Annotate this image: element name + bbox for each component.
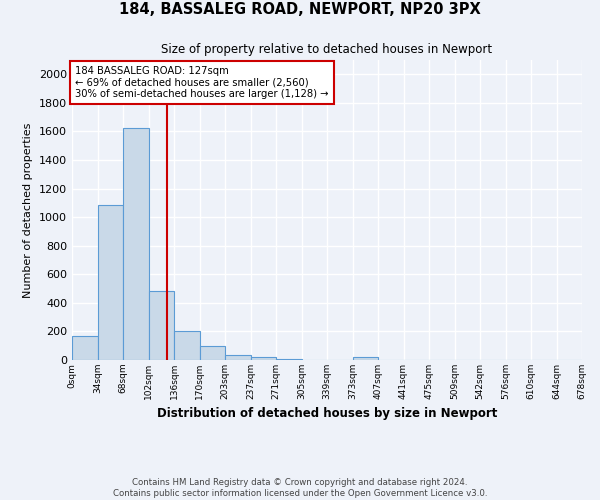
Bar: [353, 357, 378, 360]
Bar: [225, 354, 251, 360]
Title: Size of property relative to detached houses in Newport: Size of property relative to detached ho…: [161, 43, 493, 56]
Bar: [174, 332, 199, 360]
Y-axis label: Number of detached properties: Number of detached properties: [23, 122, 34, 298]
Bar: [72, 336, 97, 360]
Bar: [276, 358, 302, 360]
Text: 184 BASSALEG ROAD: 127sqm
← 69% of detached houses are smaller (2,560)
30% of se: 184 BASSALEG ROAD: 127sqm ← 69% of detac…: [75, 66, 329, 99]
Bar: [123, 128, 149, 360]
X-axis label: Distribution of detached houses by size in Newport: Distribution of detached houses by size …: [157, 408, 497, 420]
Bar: [199, 346, 225, 360]
Text: Contains HM Land Registry data © Crown copyright and database right 2024.
Contai: Contains HM Land Registry data © Crown c…: [113, 478, 487, 498]
Bar: [251, 358, 276, 360]
Text: 184, BASSALEG ROAD, NEWPORT, NP20 3PX: 184, BASSALEG ROAD, NEWPORT, NP20 3PX: [119, 2, 481, 18]
Bar: [149, 292, 174, 360]
Bar: [97, 205, 123, 360]
